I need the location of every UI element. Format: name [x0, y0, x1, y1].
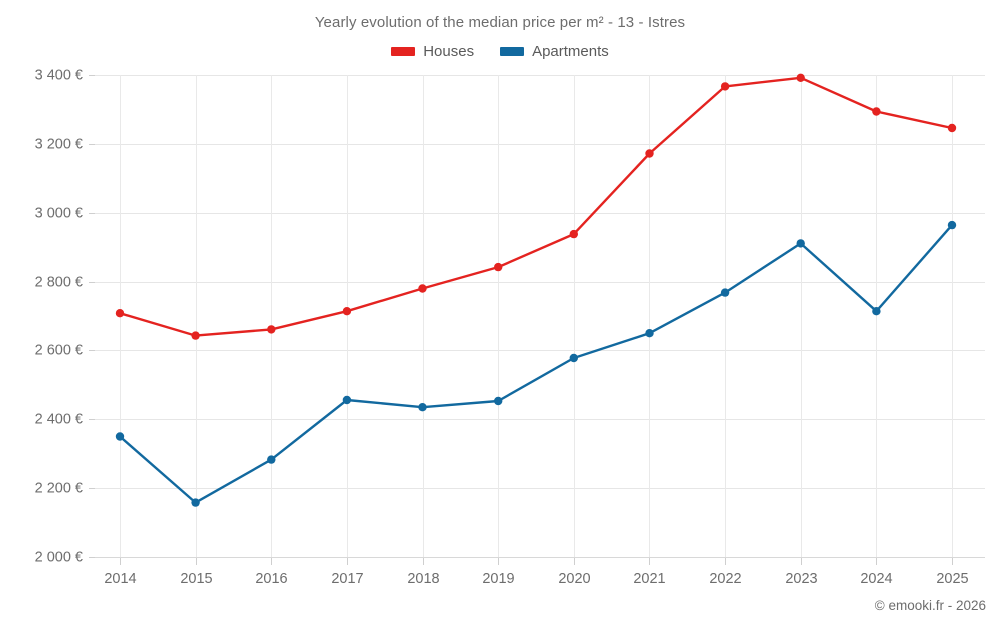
data-point[interactable] [947, 220, 957, 230]
x-axis-label: 2019 [482, 571, 514, 587]
x-axis-label: 2014 [104, 571, 136, 587]
data-point[interactable] [569, 229, 578, 239]
x-axis-label: 2021 [633, 571, 665, 587]
legend-label-houses: Houses [423, 43, 475, 60]
copyright-credit: © emooki.fr - 2026 [874, 598, 986, 613]
data-point[interactable] [645, 329, 654, 338]
data-point[interactable] [267, 325, 276, 334]
data-point[interactable] [418, 403, 427, 412]
data-point[interactable] [191, 498, 200, 507]
y-axis-label: 2 800 € [35, 274, 83, 290]
x-axis-label: 2022 [709, 571, 741, 587]
data-point[interactable] [115, 432, 125, 441]
data-point[interactable] [796, 239, 805, 248]
x-axis-label: 2025 [936, 571, 968, 587]
x-axis-label: 2017 [331, 571, 363, 587]
series-line [118, 223, 954, 504]
y-axis-label: 3 400 € [35, 67, 83, 83]
legend-swatch-houses [391, 47, 416, 56]
y-axis-label: 2 400 € [35, 411, 83, 427]
x-axis-label: 2020 [558, 571, 590, 587]
data-point[interactable] [494, 396, 503, 406]
data-point[interactable] [872, 107, 881, 116]
x-axis-label: 2016 [255, 571, 287, 587]
data-point[interactable] [342, 395, 352, 405]
data-point[interactable] [569, 353, 578, 363]
y-axis-label: 2 000 € [35, 549, 83, 565]
legend-item-houses[interactable]: Houses [391, 44, 474, 59]
x-axis-label: 2015 [180, 571, 212, 587]
y-axis-label: 3 000 € [35, 205, 83, 221]
data-point[interactable] [720, 82, 730, 91]
data-point[interactable] [342, 307, 352, 316]
legend-label-apartments: Apartments [532, 43, 609, 60]
data-point[interactable] [115, 309, 125, 318]
x-axis-label: 2023 [785, 571, 817, 587]
chart-legend: Houses Apartments [0, 44, 1000, 59]
data-point[interactable] [191, 331, 200, 340]
x-axis-label: 2018 [407, 571, 439, 587]
y-axis-label: 2 600 € [35, 342, 83, 358]
y-axis-label: 2 200 € [35, 480, 83, 496]
data-point[interactable] [494, 262, 503, 272]
x-axis-label: 2024 [860, 571, 892, 587]
series-line [118, 76, 954, 337]
chart-title: Yearly evolution of the median price per… [314, 14, 686, 31]
series-houses [115, 73, 957, 340]
data-point[interactable] [267, 455, 276, 464]
legend-swatch-apartments [500, 47, 525, 56]
data-point[interactable] [947, 123, 957, 133]
data-point[interactable] [796, 73, 805, 83]
legend-item-apartments[interactable]: Apartments [500, 44, 609, 59]
series-apartments [115, 220, 957, 507]
data-point[interactable] [645, 149, 654, 158]
data-point[interactable] [720, 288, 730, 297]
y-axis-label: 3 200 € [35, 136, 83, 152]
data-point[interactable] [872, 307, 881, 316]
data-point[interactable] [418, 284, 427, 293]
